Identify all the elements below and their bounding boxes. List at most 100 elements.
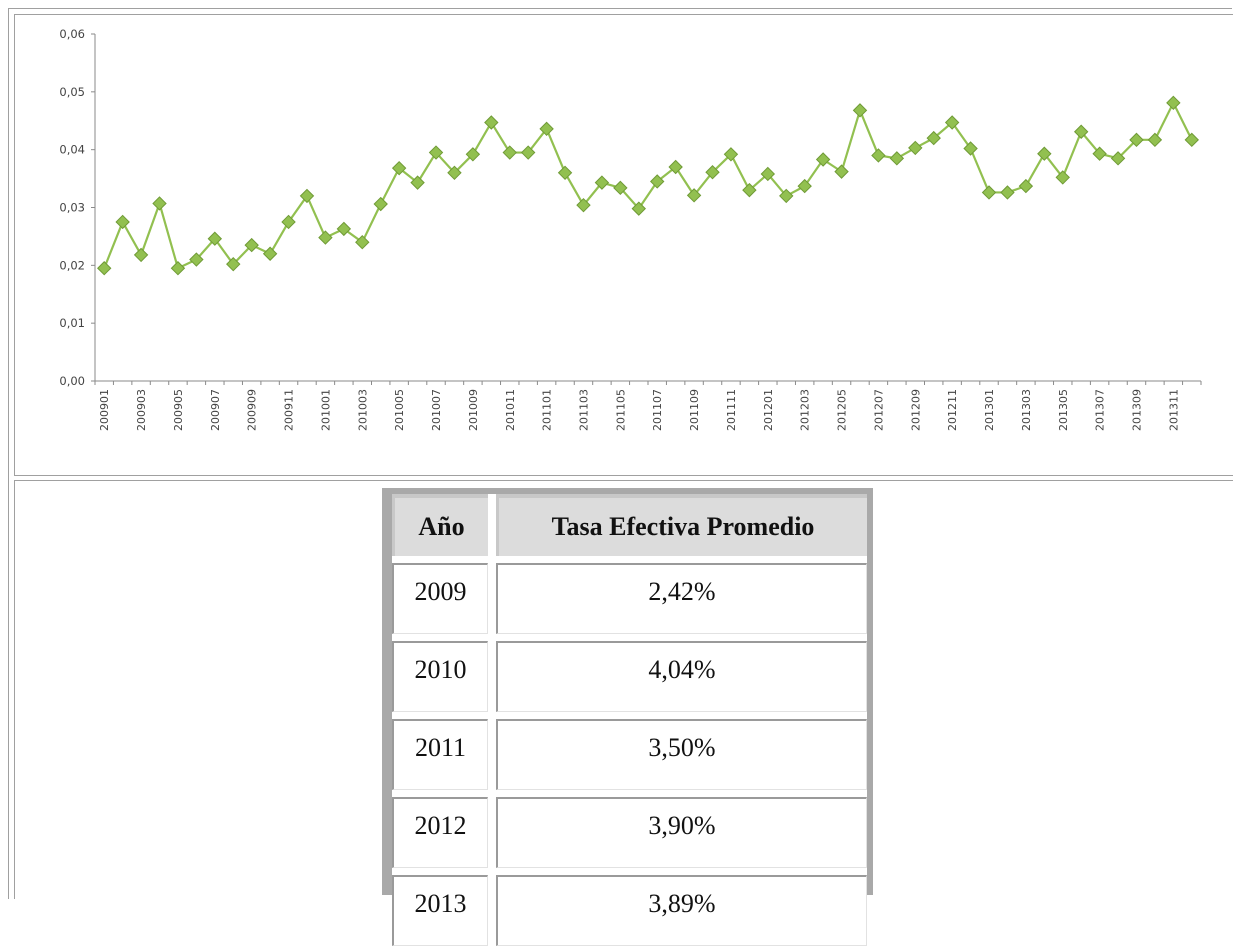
data-point [631,201,646,216]
x-tick-label: 200911 [283,389,296,431]
data-point [594,175,610,190]
x-tick-label: 200909 [246,389,259,431]
row-gap [392,790,867,797]
data-point [705,165,720,180]
data-point [373,196,388,212]
header-gap [488,494,496,556]
data-point [133,247,149,263]
rate-table-frame: Año Tasa Efectiva Promedio 2009 2,42% 20… [382,488,873,946]
data-point [1037,146,1052,161]
cell-year: 2013 [392,875,488,946]
cell-rate: 4,04% [496,641,867,712]
data-point [779,188,794,204]
x-tick-label: 201205 [836,389,849,431]
data-point [1073,124,1089,139]
x-tick-label: 201303 [1020,389,1033,431]
row-gap [392,712,867,719]
cell-year: 2012 [392,797,488,868]
x-tick-label: 201109 [688,389,701,431]
data-point [502,145,517,160]
cell-year: 2011 [392,719,488,790]
x-tick-label: 200901 [98,389,111,431]
data-point [97,261,112,276]
x-tick-label: 201301 [983,389,996,431]
data-point [1184,132,1199,148]
data-point [336,221,352,237]
data-point [1129,132,1144,148]
data-point [686,188,702,203]
y-tick-label: 0,02 [59,258,85,272]
x-tick-label: 201207 [872,389,885,431]
x-tick-label: 201309 [1130,389,1143,431]
data-point [1166,95,1181,111]
chart-cell: 0,00 0,01 0,02 0,03 0,04 0,05 0,06 200901 200903… [14,14,1233,476]
data-point [576,197,591,213]
x-tick-label: 200905 [172,389,185,431]
table-row: 2013 3,89% [392,875,867,946]
x-tick-label: 201101 [541,389,554,431]
y-tick-label: 0,00 [59,374,85,388]
header-rate: Tasa Efectiva Promedio [496,494,867,556]
data-point [299,188,315,204]
y-tick-label: 0,03 [59,201,85,215]
data-point [557,165,573,181]
rate-table: Año Tasa Efectiva Promedio 2009 2,42% 20… [392,494,867,946]
x-tick-label: 201203 [799,389,812,431]
data-point [1018,178,1034,194]
x-tick-label: 201211 [946,389,959,431]
x-tick-label: 201311 [1167,389,1180,431]
data-point [170,261,186,276]
data-point [797,178,812,194]
row-gap [392,634,867,641]
data-point [189,252,204,267]
data-point [244,237,259,253]
x-tick-label: 200907 [209,389,222,431]
data-point [1147,132,1163,148]
data-point [871,148,886,163]
data-point [207,231,223,246]
cell-year: 2009 [392,563,488,634]
header-year: Año [392,494,488,556]
data-point [1055,170,1070,185]
x-tick-label: 201103 [577,389,590,431]
table-row: 2011 3,50% [392,719,867,790]
data-point [742,182,757,198]
data-point [760,166,776,182]
y-tick-label: 0,06 [59,27,85,41]
data-point [815,152,831,167]
x-tick-label: 201107 [651,389,664,431]
table-row: 2010 4,04% [392,641,867,712]
table-header-row: Año Tasa Efectiva Promedio [392,494,867,556]
data-point [981,185,997,200]
data-point [1092,146,1107,161]
data-point [520,145,536,160]
cell-rate: 2,42% [496,563,867,634]
data-point [944,115,960,130]
data-point [447,165,462,181]
x-tick-label: 201001 [319,389,332,431]
data-point [410,175,425,190]
x-tick-label: 201307 [1094,389,1107,431]
data-point [226,256,241,272]
data-point [355,234,370,250]
row-gap [392,868,867,875]
y-tick-label: 0,01 [59,316,85,330]
x-tick-label: 201209 [909,389,922,431]
x-tick-label: 201201 [762,389,775,431]
outer-frame [8,8,1232,899]
table-cell [14,480,1233,899]
data-point [115,214,130,230]
data-point [1000,185,1015,200]
x-tick-label: 201005 [393,389,406,431]
data-point [926,130,941,146]
x-tick-label: 201003 [356,389,369,431]
line-chart: 0,00 0,01 0,02 0,03 0,04 0,05 0,06 200901 200903… [59,27,1202,431]
row-gap [392,556,867,563]
x-tick-label: 201105 [614,389,627,431]
data-point [318,230,333,245]
x-tick-label: 201305 [1057,389,1070,431]
cell-rate: 3,50% [496,719,867,790]
x-tick-label: 201011 [504,389,517,431]
data-point [834,164,849,179]
table-row: 2009 2,42% [392,563,867,634]
